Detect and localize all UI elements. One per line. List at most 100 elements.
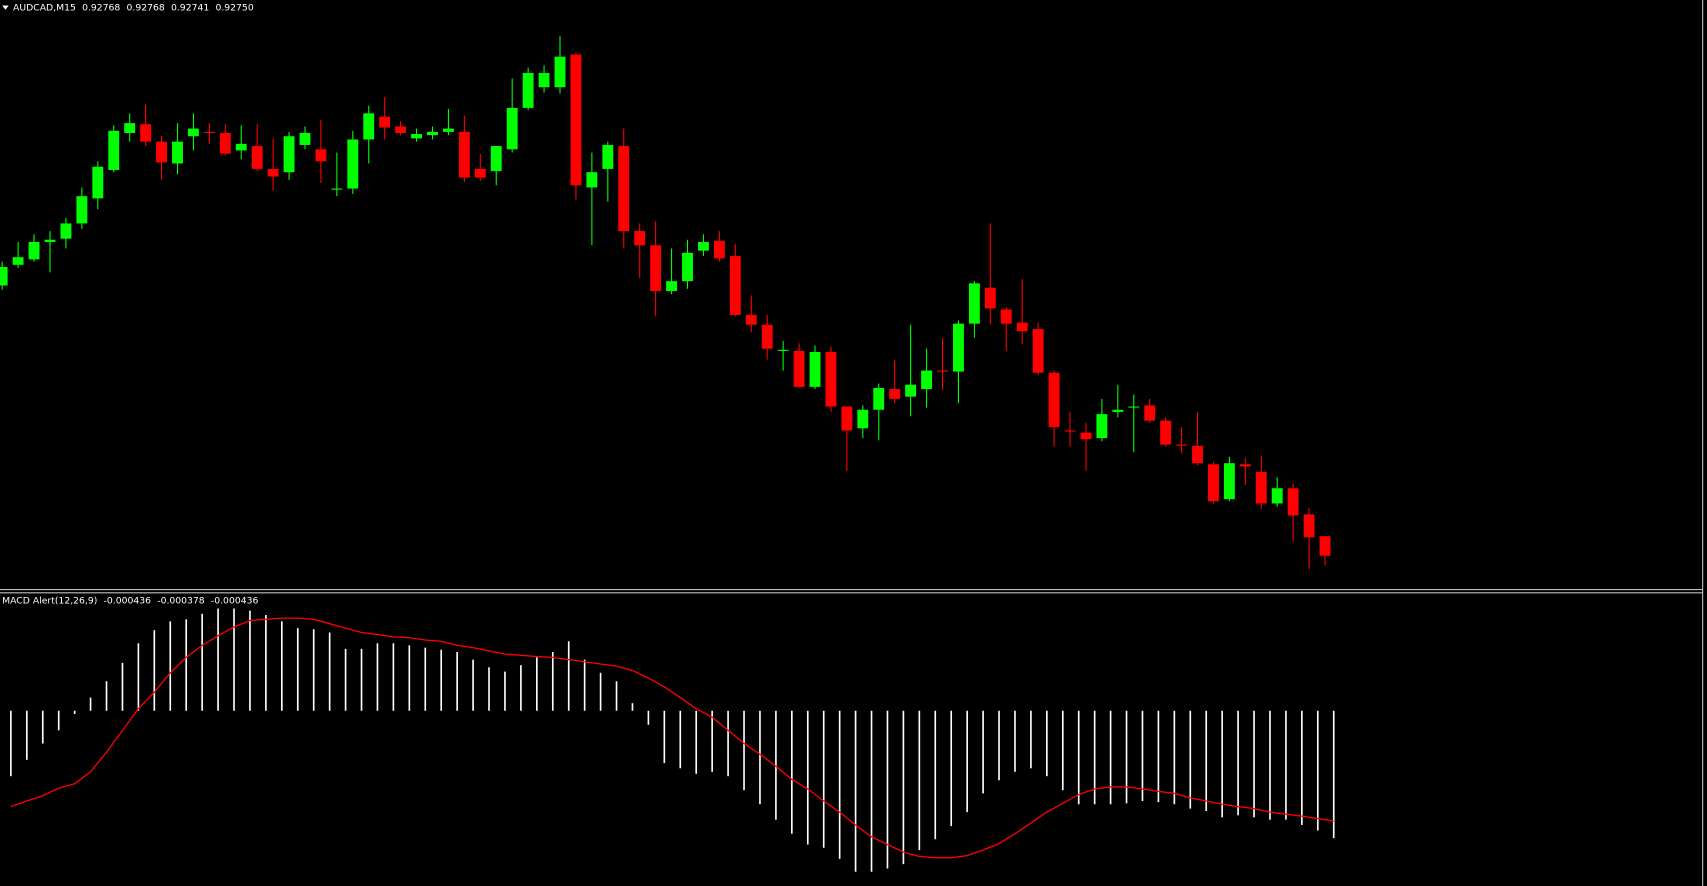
candle-body — [1032, 329, 1044, 373]
candle-body — [506, 107, 518, 150]
candle-body — [666, 281, 678, 291]
menu-triangle[interactable] — [2, 5, 9, 10]
candle-body — [1255, 471, 1267, 504]
symbol: AUDCAD,M15 — [13, 2, 76, 13]
candle-body — [156, 141, 167, 163]
candle-body — [1112, 409, 1124, 412]
indicator-header: MACD Alert(12,26,9) -0.000436 -0.000378 … — [2, 595, 258, 606]
candle-body — [777, 349, 789, 351]
candle-body — [1208, 464, 1219, 502]
candle-body — [1239, 464, 1251, 467]
candle-body — [140, 124, 152, 142]
candle-body — [984, 287, 996, 309]
candle-body — [1223, 463, 1235, 500]
candle-body — [458, 131, 470, 178]
candle-body — [953, 323, 964, 372]
candle-body — [1176, 444, 1188, 446]
candle-body — [1016, 322, 1028, 332]
candle-body — [347, 139, 359, 189]
candle-body — [1160, 420, 1172, 445]
indicator-value: -0.000378 — [157, 595, 205, 606]
candle-body — [363, 113, 375, 140]
candle-body — [331, 188, 343, 190]
candle-body — [825, 352, 837, 407]
ohlc-value: 0.92768 — [127, 2, 165, 13]
candle-body — [618, 146, 630, 232]
candle-body — [427, 131, 438, 136]
candle-body — [124, 123, 136, 133]
candle-body — [554, 56, 566, 88]
candle-body — [187, 128, 199, 137]
candle-body — [522, 73, 534, 108]
candle-body — [0, 266, 8, 286]
indicator-value: -0.000436 — [104, 595, 152, 606]
candle-body — [905, 384, 917, 397]
candle-body — [76, 196, 88, 224]
candle-body — [44, 239, 56, 242]
candle-body — [283, 136, 295, 173]
signal-line — [10, 617, 1334, 859]
candle-body — [108, 130, 120, 171]
candle-body — [745, 314, 757, 325]
candle-body — [634, 231, 646, 246]
candle-body — [235, 143, 247, 151]
candle-body — [841, 406, 853, 431]
candle-body — [60, 223, 72, 239]
candle-body — [379, 116, 391, 128]
candle-body — [921, 370, 933, 390]
candle-body — [92, 166, 104, 199]
ohlc-value: 0.92750 — [215, 2, 253, 13]
ohlc-value: 0.92741 — [171, 2, 209, 13]
candle-body — [1192, 445, 1203, 464]
price-header: AUDCAD,M15 0.92768 0.92768 0.92741 0.927… — [13, 2, 254, 13]
candle-body — [538, 73, 550, 88]
candle-body — [809, 352, 821, 387]
candle-body — [602, 144, 614, 169]
candle-body — [395, 126, 407, 133]
macd-panel — [10, 608, 1335, 872]
candle-body — [267, 168, 279, 177]
candle-body — [889, 389, 901, 399]
candle-body — [1144, 405, 1156, 421]
candle-body — [442, 128, 454, 132]
candle-body — [713, 240, 725, 259]
candle-body — [172, 141, 183, 164]
candle-body — [729, 256, 741, 315]
candle-body — [490, 146, 502, 172]
candle-body — [1096, 414, 1108, 439]
candle-body — [586, 172, 598, 188]
candle-body — [937, 370, 948, 372]
candle-body — [299, 132, 311, 145]
candle-body — [28, 241, 40, 260]
candle-body — [761, 324, 773, 349]
candle-body — [1271, 488, 1283, 504]
candle-body — [1000, 309, 1012, 324]
candle-body — [1287, 488, 1299, 516]
candle-body — [682, 252, 693, 282]
indicator-value: -0.000436 — [211, 595, 259, 606]
candle-body — [697, 241, 709, 251]
ohlc-value: 0.92768 — [82, 2, 120, 13]
candle-body — [1080, 432, 1092, 440]
candle-body — [1064, 430, 1076, 432]
candle-body — [1128, 406, 1140, 408]
candle-body — [474, 168, 486, 178]
candle-body — [1303, 514, 1315, 538]
candle-body — [12, 257, 24, 265]
candle-body — [570, 54, 582, 186]
candle-body — [1319, 536, 1331, 556]
candle-body — [219, 132, 231, 154]
candle-body — [411, 134, 423, 139]
candle-body — [1048, 372, 1060, 428]
candle-body — [857, 409, 869, 429]
candles — [0, 35, 1331, 569]
candle-body — [650, 245, 662, 291]
candle-body — [793, 350, 805, 387]
candle-body — [873, 387, 885, 410]
indicator-name: MACD Alert(12,26,9) — [2, 595, 97, 606]
candle-body — [968, 283, 980, 324]
candle-body — [251, 146, 263, 169]
candle-body — [203, 131, 215, 133]
